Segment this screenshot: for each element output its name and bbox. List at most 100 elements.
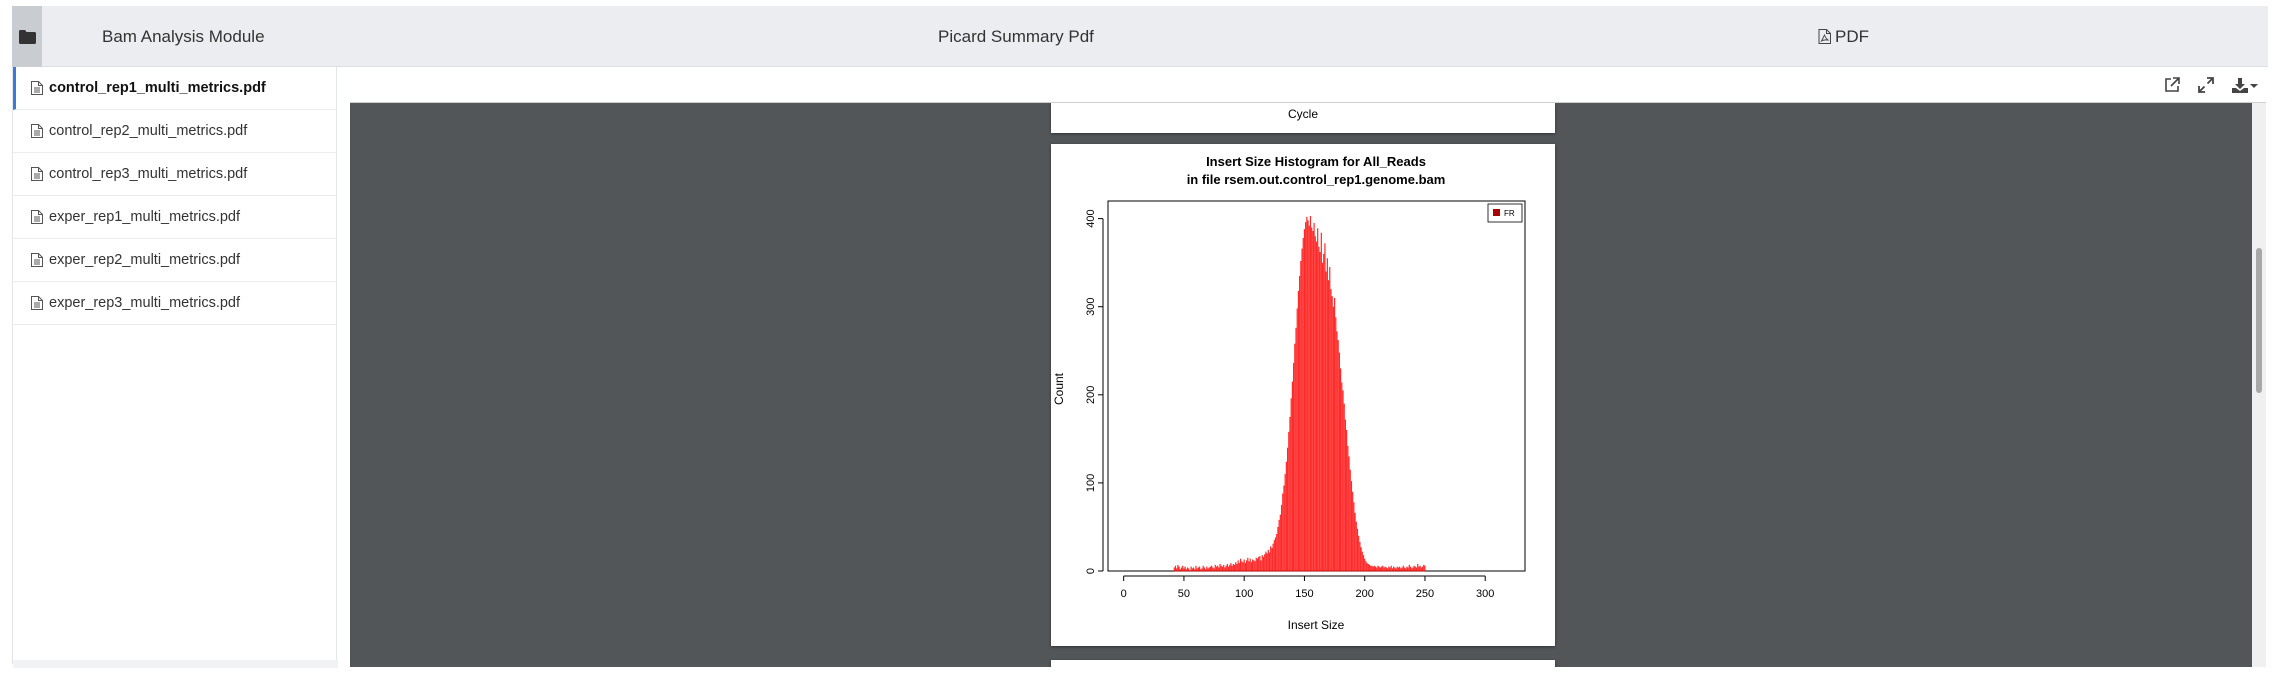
histogram-bar <box>1312 230 1314 571</box>
histogram-bar <box>1343 403 1345 571</box>
histogram-bar <box>1311 227 1313 571</box>
viewer-scrollbar[interactable] <box>2252 103 2266 667</box>
file-list-item[interactable]: exper_rep1_multi_metrics.pdf <box>13 196 336 239</box>
histogram-bar <box>1276 534 1278 571</box>
histogram-bar <box>1176 568 1178 571</box>
histogram-bar <box>1340 368 1342 571</box>
histogram-bar <box>1301 248 1303 572</box>
pdf-tab[interactable]: PDF <box>1818 6 1869 67</box>
histogram-bar <box>1415 567 1418 571</box>
file-list-sidebar: control_rep1_multi_metrics.pdf control_re… <box>12 67 338 668</box>
histogram-bar <box>1271 548 1273 571</box>
pdf-tab-label: PDF <box>1835 26 1869 46</box>
file-list-item-label: control_rep1_multi_metrics.pdf <box>49 80 266 96</box>
histogram-bar <box>1365 561 1367 571</box>
histogram-bar <box>1205 569 1207 571</box>
histogram-bar <box>1300 260 1302 571</box>
histogram-bar <box>1313 223 1315 571</box>
file-text-icon <box>31 210 43 224</box>
histogram-bar <box>1412 567 1414 571</box>
histogram-bar <box>1273 540 1275 571</box>
histogram-bar <box>1320 232 1322 571</box>
chart-subtitle: in file rsem.out.control_rep1.genome.bam <box>1187 172 1446 187</box>
histogram-bar <box>1400 568 1402 571</box>
histogram-bar <box>1353 502 1355 571</box>
histogram-bar <box>1268 552 1271 571</box>
histogram-bar <box>1385 567 1388 571</box>
histogram-bar <box>1296 308 1298 571</box>
histogram-bar <box>1278 519 1280 571</box>
file-list-item[interactable]: exper_rep3_multi_metrics.pdf <box>13 282 336 325</box>
histogram-bar <box>1245 560 1248 571</box>
histogram-bar <box>1396 566 1398 571</box>
histogram-bar <box>1382 565 1384 571</box>
histogram-bar <box>1360 547 1362 571</box>
histogram-bar <box>1362 555 1365 571</box>
folder-toggle-button[interactable] <box>12 6 42 67</box>
histogram-bar <box>1349 469 1351 571</box>
histogram-bar <box>1329 267 1331 571</box>
histogram-bar <box>1346 430 1348 571</box>
histogram-bar <box>1368 564 1371 571</box>
x-tick-label: 150 <box>1295 588 1313 600</box>
histogram-bar <box>1252 559 1254 571</box>
histogram-bar <box>1242 562 1244 571</box>
file-list-item[interactable]: control_rep2_multi_metrics.pdf <box>13 110 336 153</box>
histogram-bar <box>1423 564 1425 571</box>
histogram-bar <box>1383 567 1385 571</box>
histogram-bar <box>1202 565 1204 571</box>
histogram-bar <box>1206 566 1208 571</box>
file-list-item[interactable]: control_rep1_multi_metrics.pdf <box>13 67 336 110</box>
histogram-bar <box>1344 419 1347 571</box>
histogram-bar <box>1290 398 1292 571</box>
external-link-icon[interactable] <box>2163 76 2181 94</box>
folder-icon <box>18 29 36 44</box>
histogram-bar <box>1186 567 1189 571</box>
histogram-bar <box>1227 566 1230 571</box>
pdf-page-next <box>1051 660 1555 667</box>
histogram-bar <box>1189 570 1191 571</box>
app-header: Bam Analysis Module Picard Summary Pdf P… <box>12 6 2268 67</box>
file-list-item[interactable]: control_rep3_multi_metrics.pdf <box>13 153 336 196</box>
histogram-bar <box>1380 566 1383 571</box>
y-axis: 0 100 200 300 400 <box>1085 209 1104 574</box>
y-tick-label: 0 <box>1085 568 1097 574</box>
histogram-bar <box>1388 566 1390 571</box>
histogram-bar <box>1209 566 1212 571</box>
histogram-bar <box>1371 565 1373 571</box>
histogram-bar <box>1241 561 1243 571</box>
histogram-bar <box>1308 225 1310 571</box>
download-icon[interactable] <box>2231 76 2249 94</box>
histogram-bar <box>1194 569 1196 571</box>
file-list-item[interactable]: exper_rep2_multi_metrics.pdf <box>13 239 336 282</box>
histogram-bar <box>1286 447 1289 571</box>
histogram-bar <box>1250 562 1253 571</box>
histogram-bar <box>1191 568 1193 571</box>
histogram-bar <box>1274 537 1277 571</box>
pdf-page-insert-size-histogram: Insert Size Histogram for All_Reads in f… <box>1051 144 1555 646</box>
histogram-bar <box>1212 567 1214 571</box>
histogram-bar <box>1293 363 1295 571</box>
histogram-bar <box>1270 546 1272 571</box>
histogram-bar <box>1259 556 1261 571</box>
histogram-bar <box>1239 558 1242 571</box>
histogram-bar <box>1266 553 1268 571</box>
histogram-bar <box>1201 568 1203 571</box>
histogram-bar <box>1178 566 1180 571</box>
scrollbar-thumb[interactable] <box>2256 248 2262 393</box>
histogram-bar <box>1264 554 1266 571</box>
histogram-bar <box>1244 563 1246 571</box>
histogram-bar <box>1321 262 1324 571</box>
histogram-bar <box>1407 567 1409 571</box>
expand-icon[interactable] <box>2197 76 2215 94</box>
histogram-bar <box>1183 568 1185 571</box>
histogram-bar <box>1231 565 1233 571</box>
histogram-bar <box>1225 565 1227 571</box>
histogram-bar <box>1184 566 1186 571</box>
caret-down-icon[interactable] <box>2249 76 2259 94</box>
histogram-bar <box>1195 565 1197 571</box>
pdf-page-previous: Cycle <box>1051 103 1555 133</box>
histogram-bar <box>1177 564 1179 571</box>
x-tick-label: 250 <box>1416 588 1434 600</box>
histogram-bar <box>1317 228 1319 572</box>
